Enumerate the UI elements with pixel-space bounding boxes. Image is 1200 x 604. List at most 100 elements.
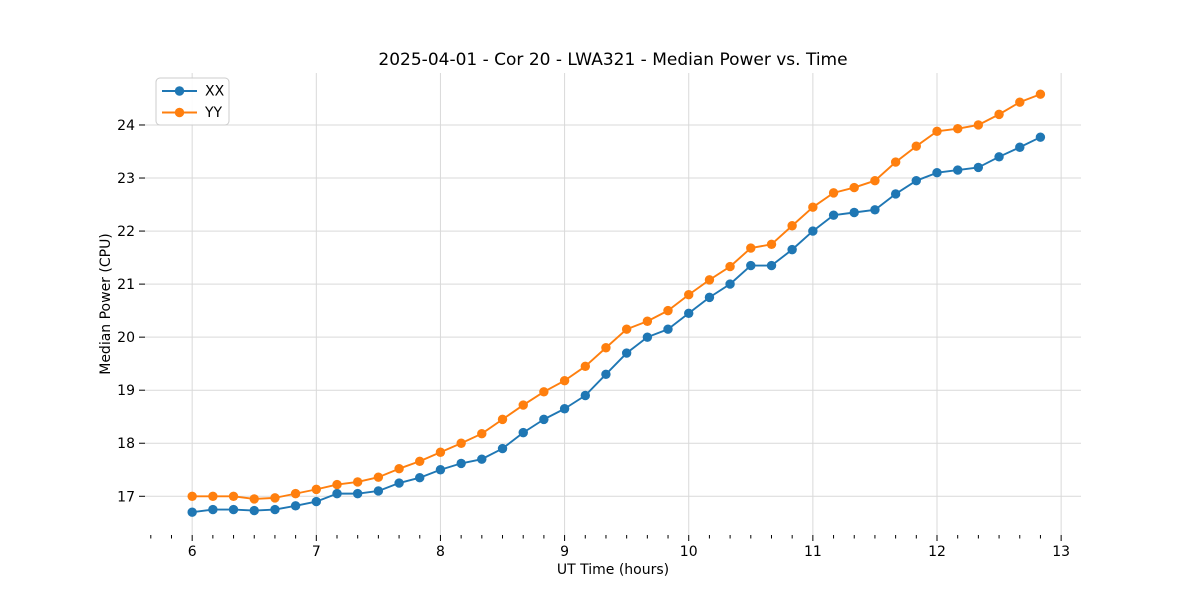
- legend-item-yy: YY: [162, 105, 223, 121]
- data-point-XX: [725, 279, 735, 289]
- data-point-XX: [704, 292, 715, 303]
- tick-marks: [139, 124, 1062, 541]
- data-point-XX: [849, 207, 859, 218]
- data-point-YY: [808, 202, 818, 212]
- legend-label-yy: YY: [204, 105, 223, 121]
- data-point-XX: [663, 324, 673, 334]
- data-point-XX: [539, 414, 549, 425]
- x-tick-labels: 6 7 8 9 10 11 12 13: [188, 544, 1070, 560]
- data-point-YY: [249, 494, 259, 504]
- data-point-YY: [208, 491, 218, 501]
- data-point-XX: [870, 205, 880, 215]
- x-axis-label: UT Time (hours): [557, 562, 669, 578]
- data-point-XX: [187, 507, 197, 517]
- data-point-YY: [849, 182, 859, 193]
- data-point-XX: [394, 478, 404, 488]
- data-point-YY: [311, 484, 322, 495]
- data-point-XX: [808, 226, 818, 236]
- y-tick-label: 22: [117, 224, 135, 240]
- data-point-XX: [373, 486, 384, 496]
- data-point-YY: [518, 400, 528, 410]
- data-point-YY: [497, 414, 508, 425]
- y-tick-label: 23: [117, 171, 135, 187]
- y-tick-label: 19: [117, 383, 135, 399]
- data-point-YY: [601, 343, 611, 353]
- data-point-YY: [228, 491, 239, 501]
- data-point-XX: [435, 465, 446, 475]
- data-point-YY: [270, 493, 280, 503]
- data-point-YY: [642, 316, 653, 326]
- data-point-YY: [539, 387, 549, 397]
- data-point-XX: [953, 165, 963, 175]
- x-tick-label: 7: [312, 544, 321, 560]
- data-point-YY: [1035, 89, 1046, 99]
- y-tick-label: 21: [117, 277, 135, 293]
- data-point-XX: [228, 504, 239, 515]
- x-tick-label: 8: [436, 544, 445, 560]
- data-point-YY: [559, 375, 570, 386]
- data-point-XX: [456, 458, 466, 469]
- x-tick-label: 10: [680, 544, 698, 560]
- data-point-YY: [953, 123, 963, 134]
- data-point-YY: [415, 456, 425, 466]
- series-layer: [187, 89, 1046, 517]
- data-point-XX: [311, 496, 322, 507]
- data-point-YY: [725, 261, 735, 272]
- series-XX: [187, 132, 1046, 517]
- data-point-YY: [621, 324, 632, 334]
- gridlines: [145, 73, 1081, 535]
- data-point-XX: [208, 504, 218, 515]
- data-point-YY: [870, 175, 880, 186]
- data-point-YY: [394, 464, 404, 474]
- data-point-YY: [994, 109, 1004, 120]
- x-tick-label: 13: [1052, 544, 1070, 560]
- data-point-XX: [746, 260, 756, 271]
- data-point-XX: [332, 488, 342, 499]
- data-point-XX: [290, 501, 301, 511]
- data-point-XX: [497, 443, 508, 454]
- data-point-YY: [890, 157, 901, 167]
- x-tick-label: 6: [188, 544, 197, 560]
- data-point-XX: [270, 504, 280, 515]
- y-tick-labels: 17 18 19 20 21 22 23 24: [117, 118, 135, 505]
- data-point-XX: [518, 427, 528, 438]
- x-tick-label: 9: [560, 544, 569, 560]
- chart-title: 2025-04-01 - Cor 20 - LWA321 - Median Po…: [378, 50, 847, 70]
- data-point-XX: [994, 152, 1004, 162]
- data-point-YY: [684, 290, 694, 300]
- data-point-YY: [973, 120, 984, 130]
- data-point-XX: [352, 488, 363, 499]
- legend-marker-yy: [174, 107, 185, 118]
- data-point-YY: [477, 428, 487, 439]
- data-point-XX: [477, 454, 487, 464]
- data-point-XX: [415, 473, 425, 483]
- data-point-YY: [373, 472, 384, 482]
- data-point-XX: [828, 210, 839, 220]
- data-point-XX: [932, 168, 942, 178]
- data-point-YY: [1015, 97, 1025, 107]
- data-point-YY: [580, 361, 591, 372]
- data-point-XX: [890, 189, 901, 199]
- legend: XX YY: [155, 77, 230, 126]
- y-tick-label: 18: [117, 436, 135, 452]
- data-point-YY: [663, 305, 673, 316]
- data-point-YY: [435, 447, 446, 457]
- data-point-YY: [704, 275, 715, 285]
- series-YY: [187, 89, 1046, 504]
- y-axis-label: Median Power (CPU): [98, 233, 114, 375]
- data-point-YY: [746, 243, 756, 253]
- data-point-YY: [290, 488, 301, 499]
- data-point-YY: [456, 438, 466, 448]
- data-point-XX: [973, 162, 984, 173]
- legend-marker-xx: [174, 86, 185, 96]
- data-point-XX: [580, 390, 591, 401]
- y-tick-label: 20: [117, 330, 135, 346]
- data-point-XX: [1035, 132, 1046, 142]
- data-point-XX: [601, 369, 611, 379]
- y-tick-label: 24: [117, 118, 135, 134]
- y-tick-label: 17: [117, 489, 135, 505]
- data-point-XX: [249, 505, 259, 516]
- legend-label-xx: XX: [205, 84, 225, 100]
- x-tick-label: 12: [928, 544, 946, 560]
